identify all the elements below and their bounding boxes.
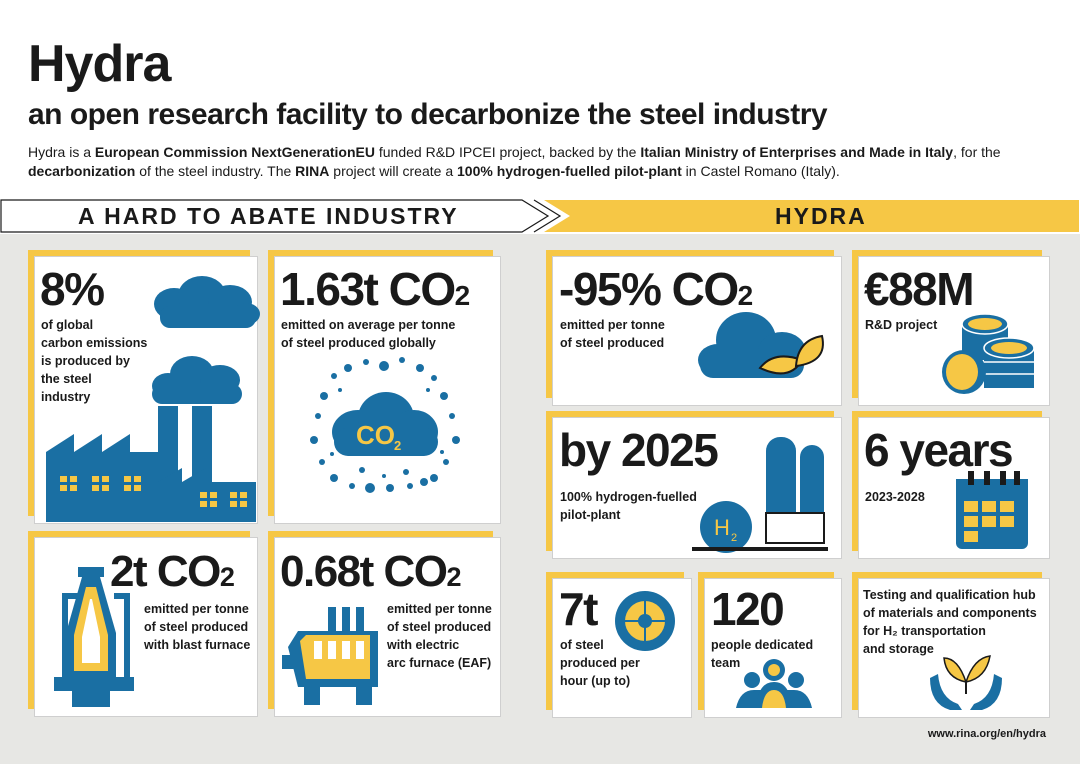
co2-subscript: 2 bbox=[394, 438, 401, 453]
dot-decoration bbox=[363, 359, 369, 365]
page-title: Hydra bbox=[28, 35, 171, 93]
stat-description: emitted on average per tonne of steel pro… bbox=[281, 318, 456, 350]
intro-paragraph: Hydra is a European Commission NextGener… bbox=[28, 143, 1058, 181]
dot-decoration bbox=[338, 388, 342, 392]
stat-description: 100% hydrogen-fuelled pilot-plant bbox=[560, 490, 697, 522]
stat-value: 0.68t CO2 bbox=[280, 547, 461, 596]
stat-description: R&D project bbox=[865, 318, 938, 332]
stat-value: -95% CO2 bbox=[559, 263, 753, 315]
stat-description: Testing and qualification hub of material… bbox=[863, 588, 1037, 656]
stat-value: by 2025 bbox=[559, 424, 719, 476]
dot-decoration bbox=[330, 474, 338, 482]
page-subtitle: an open research facility to decarbonize… bbox=[28, 98, 828, 131]
intro-segment: of the steel industry. The bbox=[135, 163, 296, 179]
stat-description: of global carbon emissions is produced by t… bbox=[41, 318, 148, 404]
dot-decoration bbox=[440, 450, 444, 454]
stat-description: emitted per tonne of steel produced bbox=[560, 318, 665, 350]
dot-decoration bbox=[379, 361, 389, 371]
stat-card-testing-hub bbox=[858, 578, 1050, 718]
intro-segment: RINA bbox=[295, 163, 330, 179]
dot-decoration bbox=[416, 364, 424, 372]
electric-arc-furnace-icon bbox=[282, 607, 378, 705]
dot-decoration bbox=[443, 459, 449, 465]
coins-icon bbox=[942, 313, 1035, 394]
dot-decoration bbox=[330, 452, 334, 456]
dot-decoration bbox=[365, 483, 375, 493]
hands-plant-icon bbox=[930, 655, 1002, 710]
footer-url[interactable]: www.rina.org/en/hydra bbox=[927, 728, 1046, 740]
stat-value: 8% bbox=[40, 263, 105, 315]
dot-decoration bbox=[386, 484, 394, 492]
stat-value: 2t CO2 bbox=[110, 547, 235, 596]
steel-coil-icon bbox=[615, 591, 675, 651]
blast-furnace-icon bbox=[54, 567, 134, 707]
dot-decoration bbox=[403, 469, 409, 475]
dot-decoration bbox=[319, 459, 325, 465]
intro-segment: European Commission NextGenerationEU bbox=[94, 144, 375, 160]
dot-decoration bbox=[407, 483, 413, 489]
dot-decoration bbox=[420, 478, 428, 486]
stat-description: emitted per tonne of steel produced with b… bbox=[144, 602, 251, 652]
dot-decoration bbox=[359, 467, 365, 473]
dot-decoration bbox=[315, 413, 321, 419]
dot-decoration bbox=[310, 436, 318, 444]
dot-decoration bbox=[320, 392, 328, 400]
intro-segment: project will create a bbox=[329, 163, 457, 179]
stat-description: emitted per tonne of steel produced with e… bbox=[387, 602, 492, 670]
dot-decoration bbox=[349, 483, 355, 489]
intro-segment: , for the bbox=[953, 144, 1001, 160]
stat-value: 7t bbox=[559, 583, 598, 635]
stat-card-co2-reduction bbox=[552, 256, 842, 406]
hydrogen-tanks-icon: H 2 bbox=[692, 437, 828, 553]
dot-decoration bbox=[440, 392, 448, 400]
stat-value: 1.63t CO2 bbox=[280, 263, 470, 315]
banner-left-label: A HARD TO ABATE INDUSTRY bbox=[78, 203, 459, 229]
h2-label: H bbox=[714, 515, 730, 540]
people-icon bbox=[736, 659, 812, 708]
section-banners bbox=[0, 199, 1079, 233]
dot-decoration bbox=[449, 413, 455, 419]
intro-segment: 100% hydrogen-fuelled pilot-plant bbox=[457, 163, 682, 179]
factory-icon bbox=[46, 276, 260, 522]
stat-card-avg-emissions bbox=[274, 256, 501, 524]
stat-description: people dedicated team bbox=[711, 638, 814, 670]
co2-label: CO bbox=[356, 420, 395, 450]
dot-decoration bbox=[331, 373, 337, 379]
co2-cloud-icon: CO 2 bbox=[310, 357, 460, 493]
cloud-leaves-icon bbox=[698, 312, 824, 378]
stat-value: 120 bbox=[711, 583, 785, 635]
intro-segment: Italian Ministry of Enterprises and Made… bbox=[640, 144, 954, 160]
intro-segment: Hydra is a bbox=[28, 144, 95, 160]
dot-decoration bbox=[430, 474, 438, 482]
dot-decoration bbox=[426, 388, 430, 392]
intro-segment: funded R&D IPCEI project, backed by the bbox=[374, 144, 641, 160]
dot-decoration bbox=[431, 375, 437, 381]
stat-value: €88M bbox=[864, 263, 975, 315]
dot-decoration bbox=[452, 436, 460, 444]
h2-subscript: 2 bbox=[731, 532, 737, 544]
stat-description: 2023-2028 bbox=[865, 490, 925, 504]
intro-segment: decarbonization bbox=[28, 163, 136, 179]
banner-right-label: HYDRA bbox=[775, 203, 867, 229]
dot-decoration bbox=[344, 364, 352, 372]
stat-value: 6 years bbox=[864, 424, 1014, 476]
dot-decoration bbox=[382, 474, 386, 478]
stat-card-production-rate bbox=[552, 578, 692, 718]
intro-segment: in Castel Romano (Italy). bbox=[681, 163, 840, 179]
dot-decoration bbox=[399, 357, 405, 363]
calendar-icon bbox=[956, 471, 1028, 549]
stat-description: of steel produced per hour (up to) bbox=[560, 638, 640, 688]
